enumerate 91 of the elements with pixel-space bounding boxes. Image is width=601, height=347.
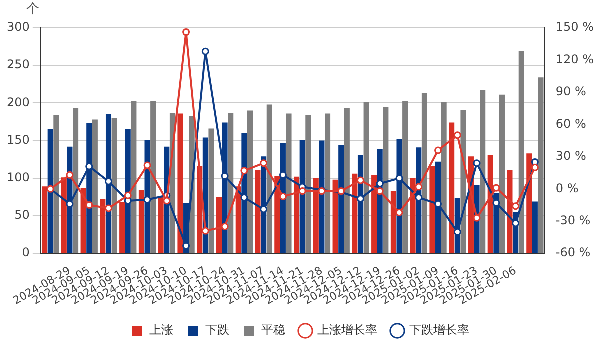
- point: [163, 197, 171, 205]
- point: [240, 167, 248, 175]
- point: [492, 184, 500, 192]
- point: [86, 202, 94, 210]
- bar: [247, 110, 254, 254]
- point: [144, 196, 152, 204]
- y-tick-label: 50: [14, 208, 30, 222]
- y-axis-title: 个: [26, 2, 40, 17]
- point: [396, 174, 404, 182]
- bar: [208, 128, 214, 254]
- point: [86, 162, 94, 170]
- y2-tick-label: 90 %: [556, 84, 586, 99]
- y2-tick-label: -60 %: [556, 246, 591, 260]
- point: [298, 188, 306, 196]
- bar: [344, 108, 350, 254]
- point: [454, 228, 462, 236]
- point: [512, 220, 520, 228]
- point: [221, 223, 229, 230]
- point: [202, 48, 210, 56]
- bar: [518, 51, 524, 254]
- bar: [138, 190, 144, 254]
- point: [356, 176, 364, 184]
- bar: [73, 108, 79, 254]
- bar: [338, 145, 344, 254]
- legend-label: 下跌: [206, 323, 230, 338]
- y2-tick-label: 150 %: [556, 20, 594, 34]
- bar: [286, 114, 292, 254]
- legend-label: 平稳: [262, 323, 286, 338]
- point: [144, 162, 152, 170]
- point: [434, 200, 442, 208]
- y-tick-label: 250: [7, 58, 30, 72]
- point: [415, 183, 423, 191]
- bar: [131, 100, 137, 254]
- y2-tick-label: 0 %: [556, 181, 579, 196]
- point: [473, 160, 481, 168]
- bar: [92, 120, 98, 254]
- bar: [325, 114, 331, 254]
- point: [396, 209, 404, 217]
- y2-tick-label: 30 %: [556, 149, 586, 164]
- point: [182, 242, 190, 250]
- point: [182, 28, 190, 36]
- point: [104, 204, 112, 212]
- bar: [306, 115, 312, 254]
- point: [531, 164, 539, 172]
- point: [376, 188, 384, 196]
- point: [473, 214, 481, 222]
- y-tick-label: 300: [7, 20, 30, 34]
- point: [221, 172, 229, 180]
- point: [512, 202, 520, 210]
- bar: [266, 104, 272, 254]
- point: [260, 160, 268, 168]
- point: [202, 227, 210, 235]
- y-tick-label: 0: [22, 246, 30, 260]
- bar: [441, 102, 447, 254]
- bar: [538, 78, 544, 254]
- bar: [383, 106, 389, 254]
- bar: [228, 112, 234, 254]
- bar: [364, 102, 370, 254]
- y-tick-label: 100: [7, 170, 30, 185]
- point: [376, 180, 384, 188]
- point: [454, 132, 462, 140]
- bar: [422, 93, 428, 254]
- y2-tick-label: 60 %: [556, 116, 586, 131]
- bar: [112, 118, 118, 254]
- bar: [319, 140, 325, 254]
- point: [240, 194, 248, 202]
- point: [492, 199, 500, 207]
- bar: [255, 170, 261, 254]
- bar: [54, 115, 60, 254]
- bar: [150, 100, 156, 254]
- bar: [532, 202, 538, 254]
- point: [104, 178, 112, 186]
- bar: [499, 94, 505, 254]
- y-tick-label: 150: [7, 132, 30, 147]
- point: [415, 194, 423, 202]
- bar: [402, 100, 408, 254]
- y-tick-label: 200: [7, 95, 30, 110]
- point: [279, 171, 287, 179]
- legend-label: 上涨增长率: [318, 323, 378, 338]
- legend-label: 下跌增长率: [410, 323, 470, 338]
- point: [260, 206, 268, 214]
- point: [434, 146, 442, 154]
- point: [66, 171, 74, 179]
- y2-tick-label: 120 %: [556, 52, 594, 66]
- point: [356, 195, 364, 203]
- bar: [480, 90, 486, 254]
- point: [124, 192, 132, 200]
- y2-tick-label: -30 %: [556, 214, 591, 228]
- legend-label: 上涨: [150, 323, 174, 338]
- point: [66, 200, 74, 208]
- point: [279, 192, 287, 200]
